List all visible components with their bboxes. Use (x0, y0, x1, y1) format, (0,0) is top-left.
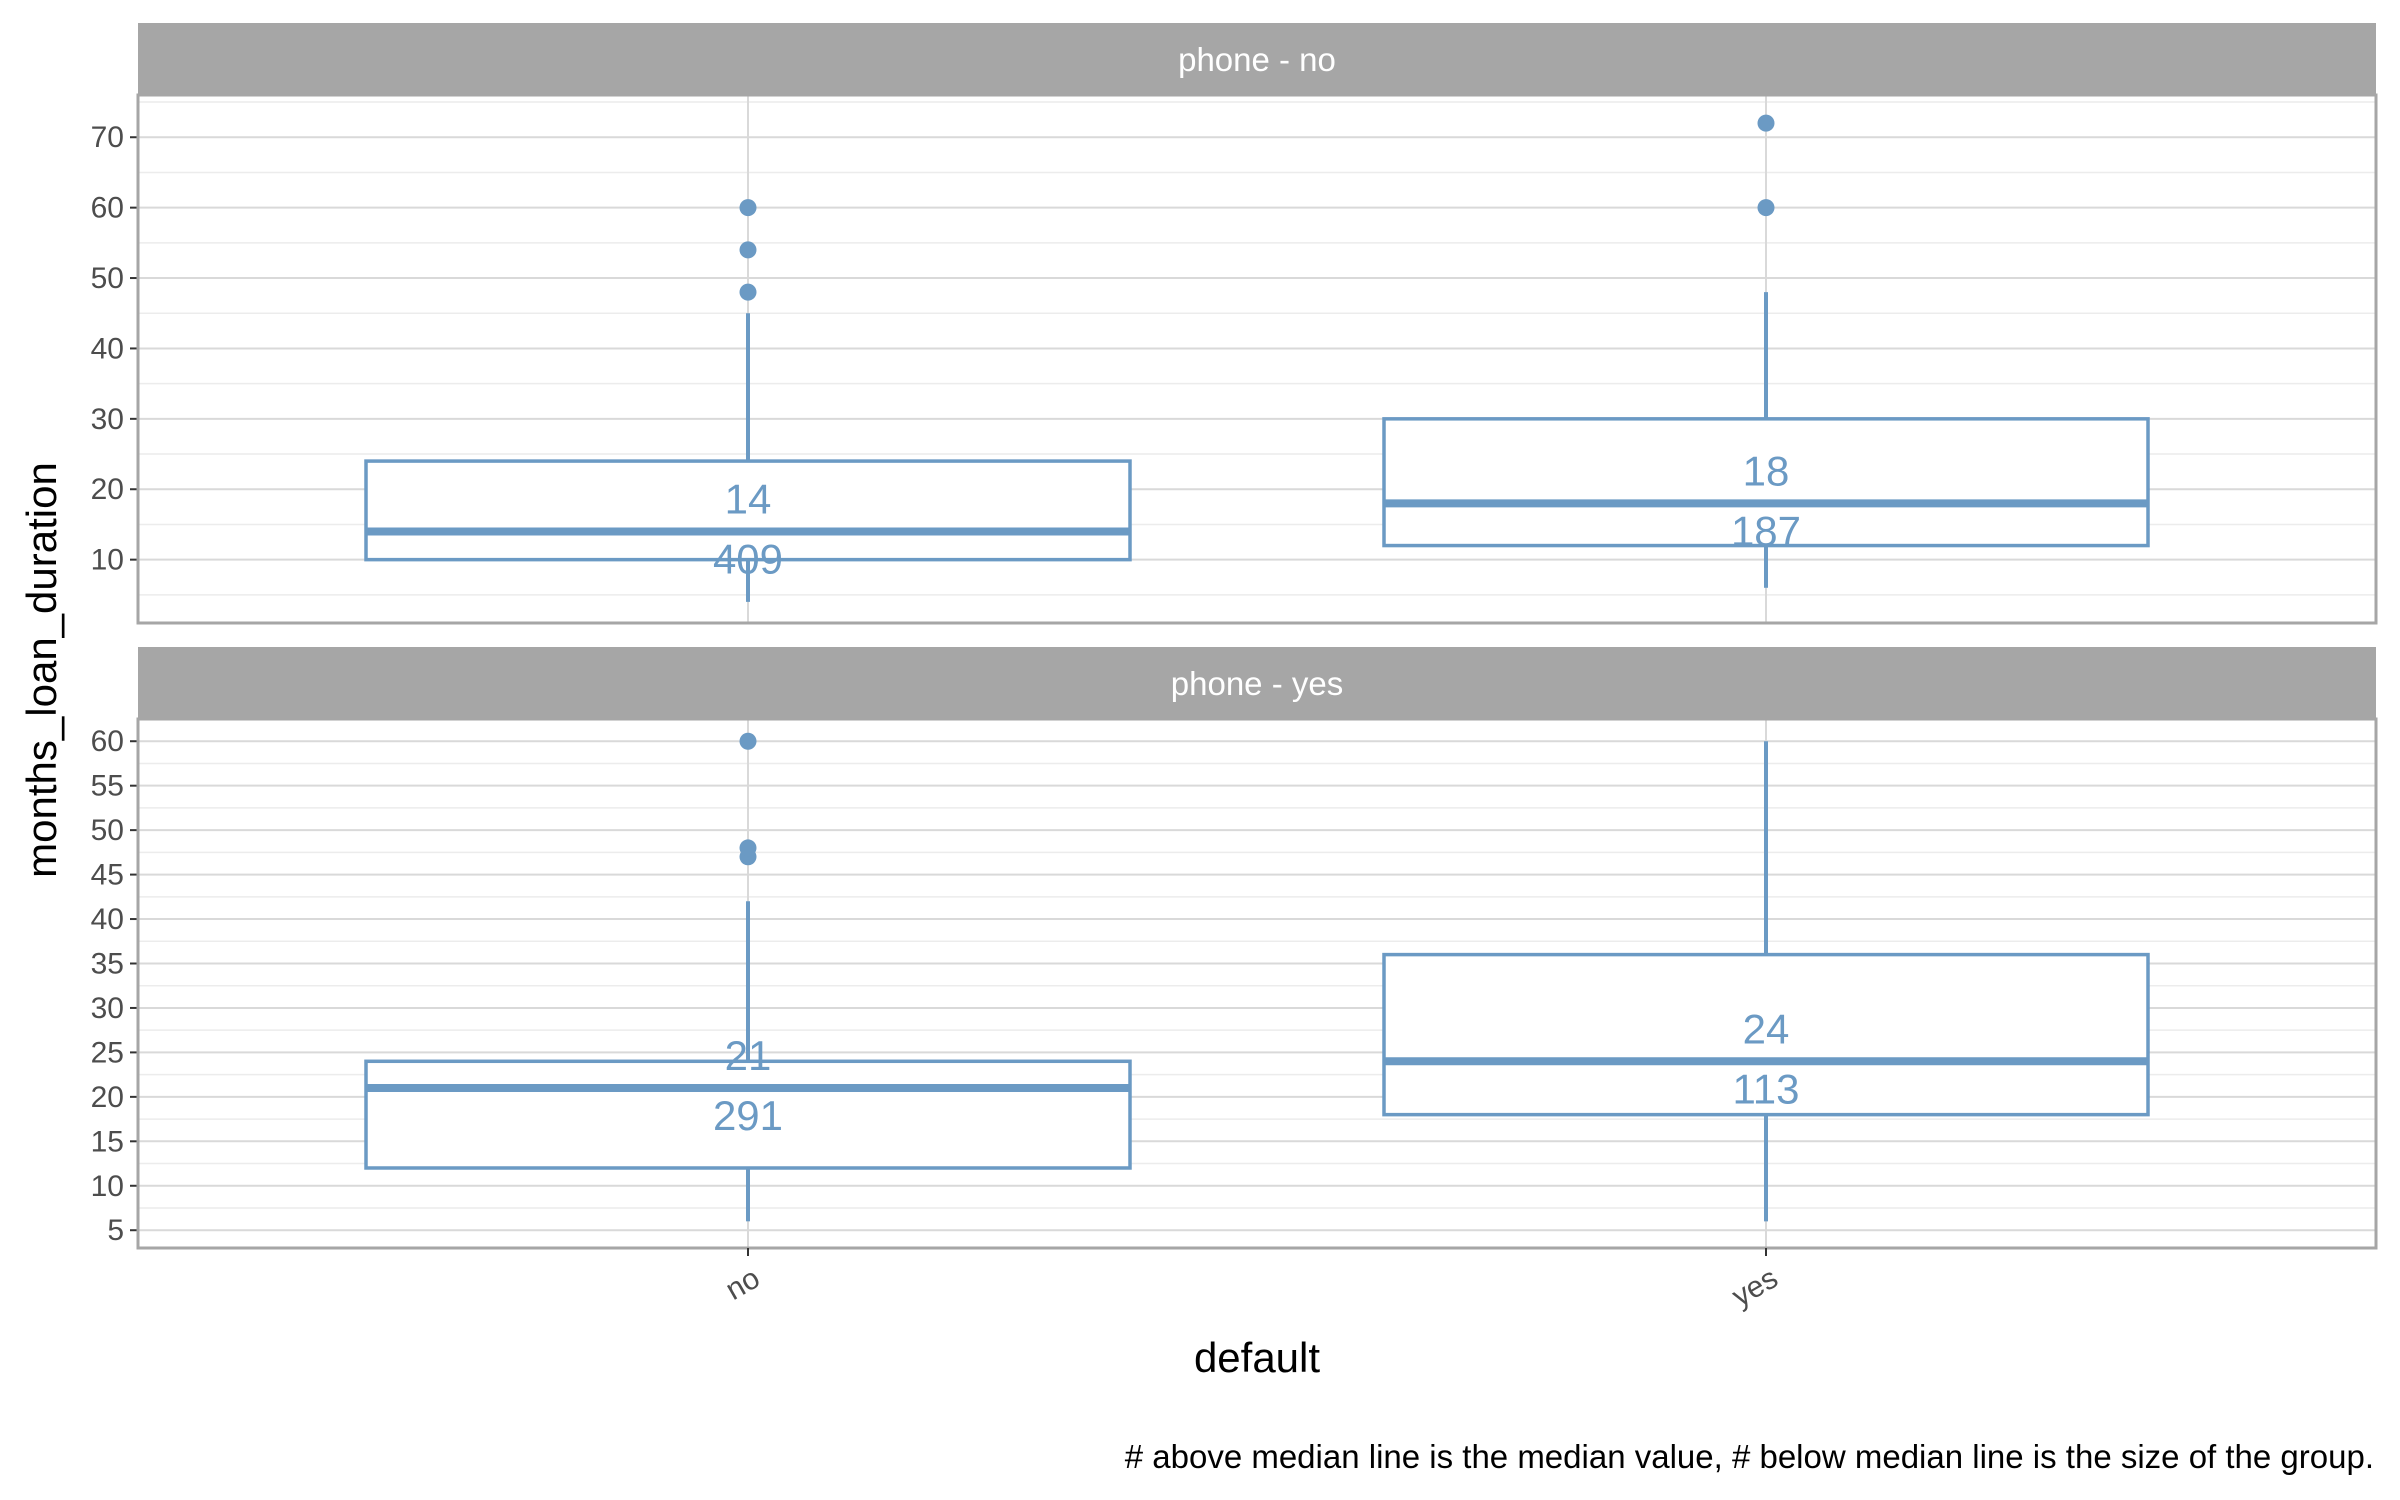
y-tick-label: 5 (107, 1214, 124, 1247)
box (1382, 417, 2150, 548)
y-tick-label: 70 (91, 121, 124, 154)
y-tick-label: 25 (91, 1036, 124, 1069)
chart-caption: # above median line is the median value,… (1125, 1438, 2374, 1475)
facet-strip-label: phone - yes (1171, 665, 1343, 702)
outlier-point (739, 241, 757, 259)
outlier-point (739, 839, 757, 857)
y-tick-label: 30 (91, 992, 124, 1025)
group-size-label: 187 (1731, 507, 1801, 554)
group-size-label: 291 (713, 1092, 783, 1139)
facet-strip (138, 23, 2376, 95)
x-axis: no yes (720, 1248, 1784, 1313)
facet-panel: phone - yes51015202530354045505560212912… (91, 647, 2378, 1250)
box (1382, 952, 2150, 1117)
x-tick-label: yes (1727, 1261, 1784, 1313)
facet-strip-label: phone - no (1178, 41, 1336, 78)
outlier-point (739, 283, 757, 301)
outlier-point (1757, 114, 1775, 132)
outlier-point (739, 732, 757, 750)
median-value-label: 24 (1743, 1005, 1790, 1052)
group-size-label: 409 (713, 535, 783, 582)
median-value-label: 18 (1743, 447, 1790, 494)
y-tick-label: 45 (91, 859, 124, 892)
y-tick-label: 30 (91, 403, 124, 436)
y-tick-label: 60 (91, 192, 124, 225)
panel-border (136, 717, 2378, 1250)
y-tick-label: 10 (91, 1170, 124, 1203)
median-value-label: 14 (725, 475, 772, 522)
box (364, 1059, 1132, 1170)
box (364, 459, 1132, 562)
y-tick-label: 50 (91, 262, 124, 295)
facet-strip (138, 647, 2376, 719)
y-tick-label: 15 (91, 1125, 124, 1158)
outlier-point (739, 199, 757, 217)
y-tick-label: 35 (91, 947, 124, 980)
outlier-point (1757, 199, 1775, 217)
x-tick-label: no (720, 1261, 765, 1306)
y-tick-label: 40 (91, 903, 124, 936)
y-tick-label: 55 (91, 770, 124, 803)
median-value-label: 21 (725, 1032, 772, 1079)
y-tick-label: 60 (91, 725, 124, 758)
y-axis-title: months_loan_duration (18, 462, 65, 878)
panel-border (136, 93, 2378, 625)
facet-panels: phone - no102030405060701440918187phone … (91, 23, 2378, 1250)
y-tick-label: 50 (91, 814, 124, 847)
group-size-label: 113 (1733, 1065, 1800, 1112)
y-tick-label: 20 (91, 1081, 124, 1114)
y-tick-label: 10 (91, 544, 124, 577)
y-tick-label: 40 (91, 332, 124, 365)
y-tick-label: 20 (91, 473, 124, 506)
x-axis-title: default (1194, 1334, 1320, 1381)
